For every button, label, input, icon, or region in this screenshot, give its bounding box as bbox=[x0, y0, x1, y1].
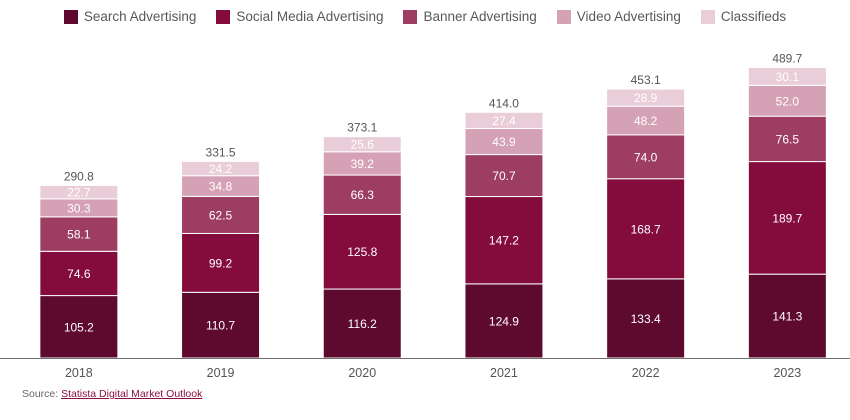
bar-segment[interactable] bbox=[39, 184, 119, 200]
bar-segment[interactable] bbox=[181, 232, 261, 293]
x-tick-label: 2018 bbox=[65, 366, 93, 380]
data-label: 30.1 bbox=[776, 70, 800, 84]
bar-segment[interactable] bbox=[606, 178, 686, 280]
bar-segment[interactable] bbox=[39, 216, 119, 252]
data-label: 74.0 bbox=[634, 150, 658, 164]
data-label: 27.4 bbox=[492, 114, 516, 128]
data-label: 39.2 bbox=[351, 157, 375, 171]
total-label: 453.1 bbox=[631, 73, 661, 87]
data-label: 48.2 bbox=[634, 114, 658, 128]
bar-segment[interactable] bbox=[464, 283, 544, 359]
legend-swatch bbox=[403, 9, 418, 24]
total-label: 489.7 bbox=[772, 51, 802, 65]
bar-segment[interactable] bbox=[606, 134, 686, 180]
bar-segment[interactable] bbox=[322, 288, 402, 359]
bar-segment[interactable] bbox=[606, 88, 686, 107]
x-tick-label: 2023 bbox=[773, 366, 801, 380]
data-label: 110.7 bbox=[206, 319, 235, 333]
bar-segment[interactable] bbox=[747, 84, 827, 117]
data-label: 124.9 bbox=[489, 314, 519, 328]
bar-segment[interactable] bbox=[464, 128, 544, 156]
bar-segment[interactable] bbox=[181, 195, 261, 234]
bar-segment[interactable] bbox=[747, 273, 827, 359]
bar-segment[interactable] bbox=[464, 196, 544, 285]
total-label: 414.0 bbox=[489, 96, 519, 110]
data-label: 58.1 bbox=[67, 228, 91, 242]
legend-swatch bbox=[216, 9, 231, 24]
data-label: 25.6 bbox=[351, 138, 375, 152]
total-label: 373.1 bbox=[347, 121, 377, 135]
chart-legend: Search Advertising Social Media Advertis… bbox=[0, 9, 850, 24]
bar-segment[interactable] bbox=[181, 291, 261, 359]
data-label: 105.2 bbox=[64, 320, 94, 334]
bar-segment[interactable] bbox=[464, 111, 544, 130]
legend-label: Banner Advertising bbox=[423, 9, 537, 24]
legend-item-social-media-advertising[interactable]: Social Media Advertising bbox=[216, 9, 383, 24]
data-label: 74.6 bbox=[67, 267, 91, 281]
total-label: 331.5 bbox=[206, 145, 236, 159]
legend-label: Social Media Advertising bbox=[236, 9, 384, 24]
data-label: 189.7 bbox=[772, 211, 802, 225]
bar-segment[interactable] bbox=[747, 161, 827, 275]
legend-label: Video Advertising bbox=[576, 9, 681, 24]
data-label: 66.3 bbox=[351, 188, 375, 202]
legend-item-classifieds[interactable]: Classifieds bbox=[700, 9, 787, 24]
x-tick-label: 2020 bbox=[348, 366, 376, 380]
data-label: 70.7 bbox=[492, 169, 516, 183]
data-label: 22.7 bbox=[67, 186, 91, 200]
data-label: 24.2 bbox=[209, 162, 233, 176]
data-label: 133.4 bbox=[631, 312, 661, 326]
bar-segment[interactable] bbox=[606, 278, 686, 359]
data-label: 168.7 bbox=[631, 222, 661, 236]
data-label: 99.2 bbox=[209, 256, 233, 270]
bar-segment[interactable] bbox=[747, 115, 827, 163]
bar-segment[interactable] bbox=[464, 154, 544, 198]
bar-segment[interactable] bbox=[322, 136, 402, 153]
bar-segment[interactable] bbox=[39, 250, 119, 297]
source-link[interactable]: Statista Digital Market Outlook bbox=[61, 388, 203, 400]
data-label: 43.9 bbox=[492, 135, 516, 149]
legend-label: Classifieds bbox=[720, 9, 787, 24]
data-label: 52.0 bbox=[776, 94, 800, 108]
data-label: 28.9 bbox=[634, 91, 658, 105]
bar-segment[interactable] bbox=[322, 213, 402, 290]
legend-item-search-advertising[interactable]: Search Advertising bbox=[63, 9, 197, 24]
x-tick-label: 2021 bbox=[490, 366, 518, 380]
data-label: 147.2 bbox=[489, 234, 519, 248]
legend-label: Search Advertising bbox=[83, 9, 197, 24]
x-tick-label: 2022 bbox=[632, 366, 660, 380]
data-label: 125.8 bbox=[347, 245, 377, 259]
source-prefix: Source: bbox=[22, 388, 62, 400]
bar-segment[interactable] bbox=[181, 160, 261, 177]
data-label: 141.3 bbox=[772, 310, 802, 324]
bar-segment[interactable] bbox=[322, 174, 402, 215]
total-label: 290.8 bbox=[64, 169, 94, 183]
legend-item-video-advertising[interactable]: Video Advertising bbox=[556, 9, 681, 24]
data-label: 34.8 bbox=[209, 180, 233, 194]
data-label: 62.5 bbox=[209, 208, 233, 222]
legend-swatch bbox=[700, 9, 715, 24]
legend-swatch bbox=[63, 9, 78, 24]
data-label: 116.2 bbox=[348, 317, 377, 331]
bar-segment[interactable] bbox=[39, 295, 119, 359]
source-note: Source: Statista Digital Market Outlook bbox=[22, 388, 202, 400]
data-label: 76.5 bbox=[776, 132, 800, 146]
legend-item-banner-advertising[interactable]: Banner Advertising bbox=[403, 9, 537, 24]
x-tick-label: 2019 bbox=[207, 366, 235, 380]
data-label: 30.3 bbox=[67, 201, 91, 215]
legend-swatch bbox=[556, 9, 571, 24]
bar-segment[interactable] bbox=[747, 66, 827, 86]
